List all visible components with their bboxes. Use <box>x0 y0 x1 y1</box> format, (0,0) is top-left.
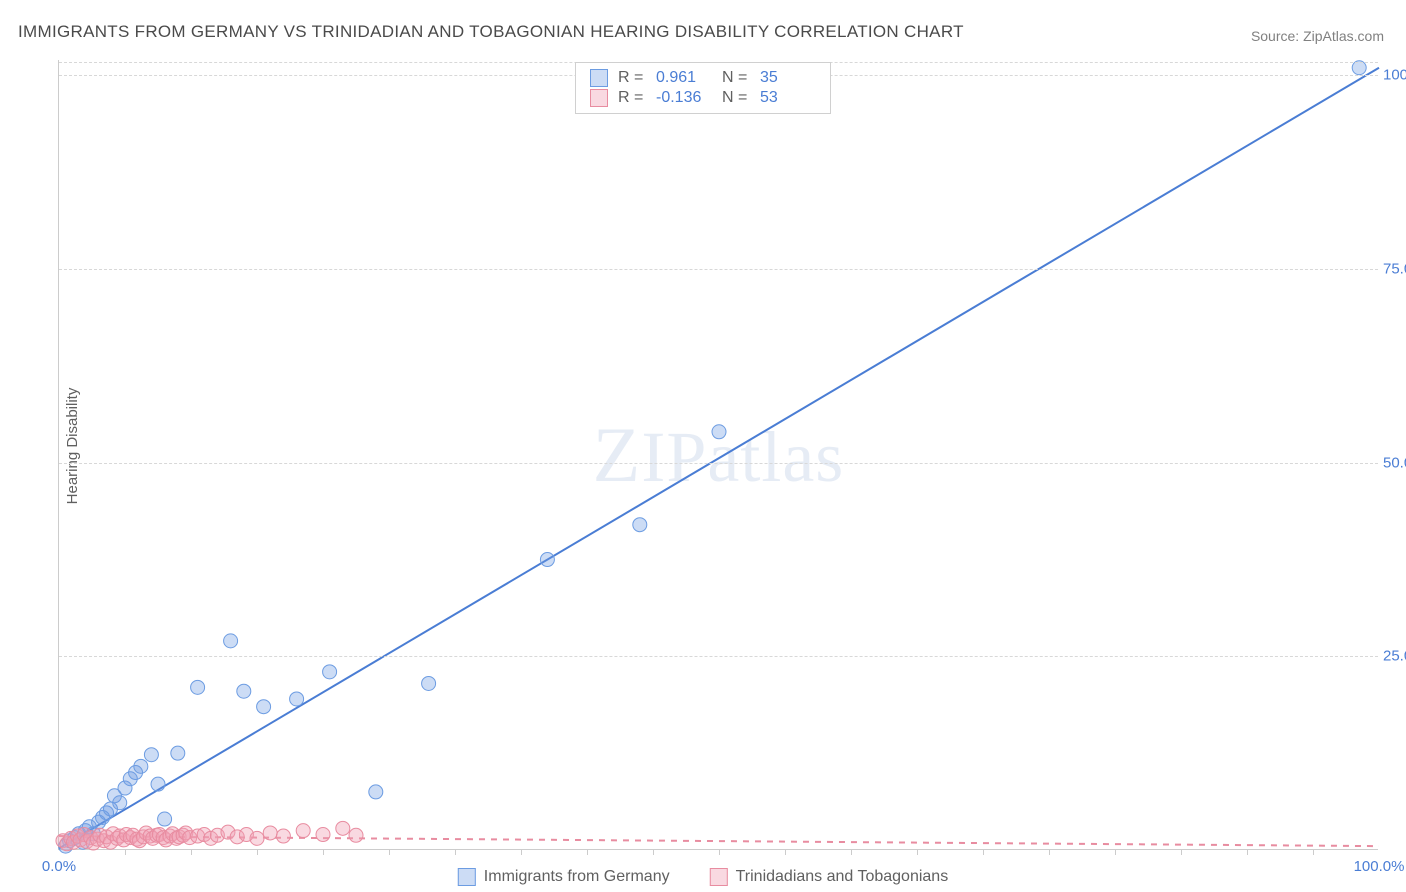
x-tick <box>1247 849 1248 855</box>
correlation-legend: R = 0.961 N = 35 R = -0.136 N = 53 <box>575 62 831 114</box>
x-tick <box>1313 849 1314 855</box>
gridline <box>59 656 1378 657</box>
legend-r-value: -0.136 <box>656 89 712 107</box>
legend-row: R = -0.136 N = 53 <box>590 88 816 108</box>
data-point <box>257 700 271 714</box>
gridline <box>59 269 1378 270</box>
data-point <box>144 748 158 762</box>
data-point <box>336 821 350 835</box>
data-point <box>349 828 363 842</box>
plot-area: ZIPatlas 25.0%50.0%75.0%100.0%0.0%100.0% <box>58 60 1378 850</box>
legend-swatch-icon <box>590 69 608 87</box>
data-point <box>113 796 127 810</box>
x-tick <box>1115 849 1116 855</box>
series-legend-item: Trinidadians and Tobagonians <box>710 868 949 886</box>
x-tick <box>719 849 720 855</box>
data-point <box>250 831 264 845</box>
data-point <box>323 665 337 679</box>
data-point <box>171 746 185 760</box>
y-tick-label: 25.0% <box>1383 648 1406 665</box>
legend-r-label: R = <box>618 69 646 87</box>
series-legend-label: Trinidadians and Tobagonians <box>736 868 949 886</box>
legend-swatch-icon <box>590 89 608 107</box>
x-tick <box>653 849 654 855</box>
data-point <box>316 828 330 842</box>
x-tick <box>851 849 852 855</box>
series-legend: Immigrants from Germany Trinidadians and … <box>458 868 948 886</box>
x-tick <box>917 849 918 855</box>
data-point <box>191 680 205 694</box>
data-point <box>134 759 148 773</box>
x-tick <box>455 849 456 855</box>
x-tick <box>1049 849 1050 855</box>
chart-svg <box>59 60 1378 849</box>
trend-line <box>59 68 1379 849</box>
series-legend-label: Immigrants from Germany <box>484 868 670 886</box>
source-attribution: Source: ZipAtlas.com <box>1251 28 1384 44</box>
legend-r-value: 0.961 <box>656 69 712 87</box>
legend-r-label: R = <box>618 89 646 107</box>
data-point <box>633 518 647 532</box>
data-point <box>422 676 436 690</box>
x-tick <box>983 849 984 855</box>
x-tick-label: 100.0% <box>1354 858 1405 875</box>
y-tick-label: 75.0% <box>1383 261 1406 278</box>
x-tick-label: 0.0% <box>42 858 76 875</box>
data-point <box>237 684 251 698</box>
x-tick <box>389 849 390 855</box>
legend-n-value: 53 <box>760 89 816 107</box>
legend-n-label: N = <box>722 89 750 107</box>
gridline <box>59 463 1378 464</box>
y-tick-label: 100.0% <box>1383 67 1406 84</box>
legend-n-value: 35 <box>760 69 816 87</box>
data-point <box>296 824 310 838</box>
data-point <box>263 826 277 840</box>
data-point <box>158 812 172 826</box>
data-point <box>290 692 304 706</box>
x-tick <box>521 849 522 855</box>
data-point <box>224 634 238 648</box>
legend-n-label: N = <box>722 69 750 87</box>
chart-title: IMMIGRANTS FROM GERMANY VS TRINIDADIAN A… <box>18 22 964 42</box>
data-point <box>369 785 383 799</box>
data-point <box>712 425 726 439</box>
y-tick-label: 50.0% <box>1383 454 1406 471</box>
data-point <box>151 777 165 791</box>
x-tick <box>191 849 192 855</box>
series-legend-item: Immigrants from Germany <box>458 868 670 886</box>
data-point <box>276 829 290 843</box>
x-tick <box>1181 849 1182 855</box>
x-tick <box>785 849 786 855</box>
x-tick <box>257 849 258 855</box>
x-tick <box>323 849 324 855</box>
x-tick <box>125 849 126 855</box>
data-point <box>540 553 554 567</box>
legend-swatch-icon <box>710 868 728 886</box>
legend-swatch-icon <box>458 868 476 886</box>
x-tick <box>587 849 588 855</box>
legend-row: R = 0.961 N = 35 <box>590 68 816 88</box>
